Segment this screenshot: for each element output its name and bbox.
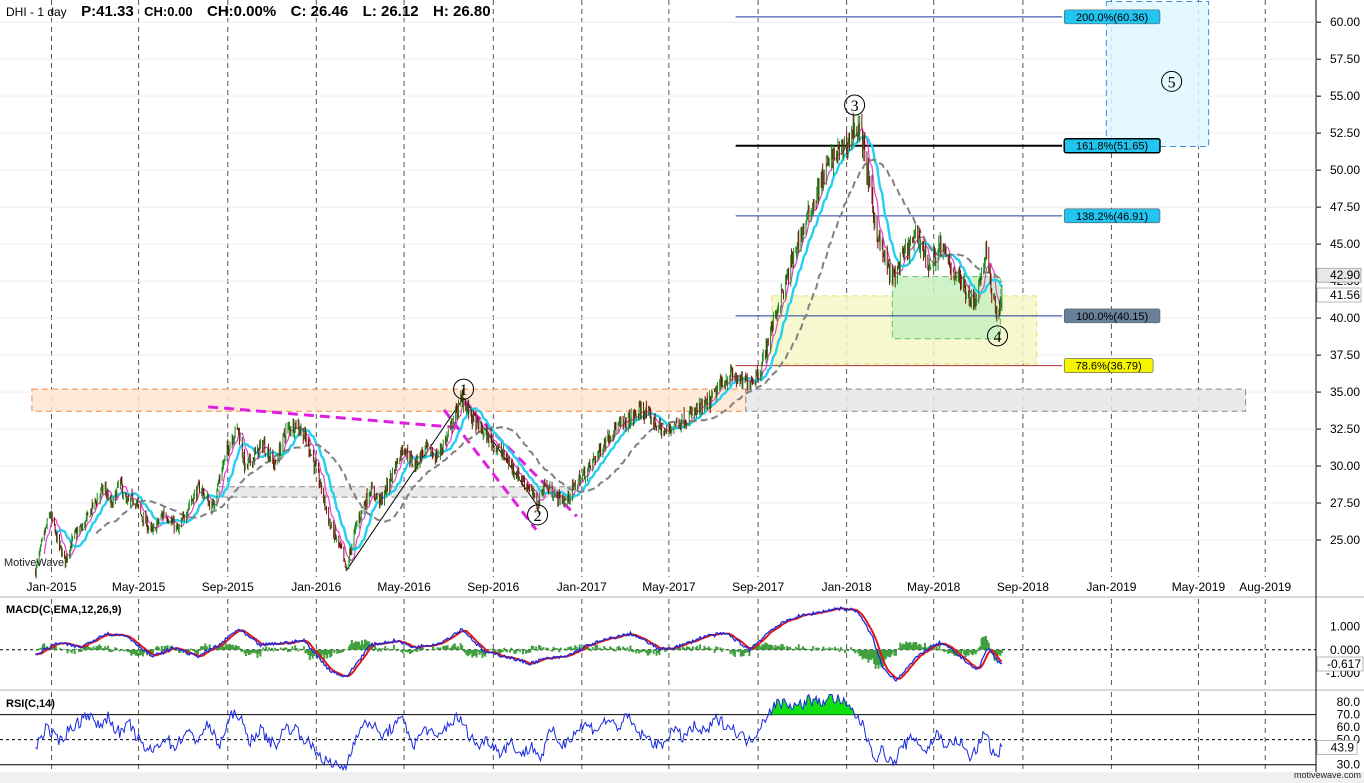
- wave-label-circle: [1161, 70, 1183, 92]
- price-tick-label: 32.50: [1330, 422, 1360, 436]
- wave-labels: 1 2 3 4 5: [453, 70, 1183, 526]
- macd-tick-label: 1.000: [1330, 620, 1360, 634]
- price-tick-label: 50.00: [1330, 163, 1360, 177]
- high-value: H: 26.80: [433, 3, 491, 20]
- macd-plot: [0, 606, 1316, 683]
- zone-support-extension: [745, 388, 1247, 412]
- price-value: P:41.33: [81, 3, 134, 20]
- change-pct-value: CH:0.00%: [207, 3, 277, 20]
- price-tick-label: 25.00: [1330, 533, 1360, 547]
- date-tick-label: Jan-2018: [822, 580, 872, 594]
- wave-label: 3: [851, 98, 859, 115]
- zone-wave4-box: [891, 276, 1001, 340]
- wave-label: 5: [1168, 74, 1176, 91]
- fibonacci-levels: 200.0%(60.36) 161.8%(51.65) 138.2%(46.91) 1…: [735, 9, 1161, 373]
- price-tick-label: 40.00: [1330, 311, 1360, 325]
- price-tag: 41.56: [1330, 288, 1360, 302]
- motivewave-watermark: MotiveWave: [4, 557, 65, 569]
- fib-label-box: [1063, 9, 1161, 25]
- date-axis-strip: [0, 577, 1316, 597]
- date-tick-label: Sep-2015: [202, 580, 254, 594]
- price-tick-label: 60.00: [1330, 15, 1360, 29]
- rsi-tick-label: 30.0: [1337, 758, 1361, 772]
- zone-wave5-target: [1105, 0, 1210, 147]
- price-tick-label: 35.00: [1330, 385, 1360, 399]
- wave-label-circle: [987, 325, 1009, 347]
- rsi-value-tag-box: [1316, 739, 1358, 755]
- macd-tick-label: 0.000: [1330, 643, 1360, 657]
- price-tick-label: 30.00: [1330, 459, 1360, 473]
- fib-label: 78.6%(36.79): [1076, 361, 1142, 373]
- wave-label-circle: [844, 94, 866, 116]
- date-tick-label: May-2016: [377, 580, 431, 594]
- trend-line: [345, 397, 464, 572]
- rsi-plot: [0, 693, 1316, 772]
- price-tag-box: [1316, 287, 1362, 303]
- pane-divider: [0, 596, 1364, 598]
- motivewave-url: motivewave.com: [1294, 770, 1362, 780]
- price-tick-label: 27.50: [1330, 496, 1360, 510]
- wave-label-circle: [453, 378, 475, 400]
- axes: Jan-2015 May-2015 Sep-2015 Jan-2016 May-2016…: [26, 15, 1364, 772]
- rsi-tick-label: 80.0: [1337, 695, 1361, 709]
- fib-label-box: [1063, 137, 1161, 154]
- fib-label-box: [1063, 358, 1154, 373]
- wave-label-circle: [527, 504, 549, 526]
- price-tick-label: 37.50: [1330, 348, 1360, 362]
- pane-divider: [0, 689, 1364, 691]
- price-bars: [35, 112, 1003, 579]
- wave-label: 2: [534, 508, 542, 525]
- price-tick-label: 57.50: [1330, 52, 1360, 66]
- rsi-tick-label: 60.0: [1337, 720, 1361, 734]
- macd-value-tag-box: [1316, 656, 1364, 672]
- annotation-zones: [31, 0, 1247, 498]
- date-tick-label: Jan-2017: [557, 580, 607, 594]
- price-tag: 42.90: [1330, 268, 1360, 282]
- date-tick-label: Jan-2015: [26, 580, 76, 594]
- date-tick-label: Sep-2018: [997, 580, 1049, 594]
- symbol-label: DHI - 1 day: [6, 5, 67, 19]
- low-value: L: 26.12: [362, 3, 419, 20]
- fib-label: 200.0%(60.36): [1076, 12, 1148, 24]
- date-tick-label: Sep-2017: [732, 580, 784, 594]
- price-tag-box: [1316, 267, 1362, 283]
- date-tick-label: May-2018: [907, 580, 961, 594]
- change-value: CH:0.00: [144, 4, 193, 19]
- date-tick-label: Jan-2019: [1086, 580, 1136, 594]
- close-value: C: 26.46: [290, 3, 349, 20]
- macd-value-tag: -0.617: [1327, 657, 1361, 671]
- wave-label: 1: [460, 382, 468, 399]
- rsi-panel-label: RSI(C,14): [6, 698, 55, 710]
- fib-label: 161.8%(51.65): [1076, 141, 1148, 153]
- fib-label: 138.2%(46.91): [1076, 211, 1148, 223]
- macd-line: [35, 606, 1002, 683]
- date-tick-label: Jan-2016: [291, 580, 341, 594]
- price-tick-label: 52.50: [1330, 126, 1360, 140]
- macd-panel-label: MACD(C,EMA,12,26,9): [6, 604, 122, 616]
- chart-header: DHI - 1 day P:41.33 CH:0.00 CH:0.00% C: …: [6, 3, 491, 21]
- fib-label-box: [1063, 208, 1161, 224]
- date-tick-label: May-2019: [1172, 580, 1226, 594]
- date-tick-label: Sep-2016: [467, 580, 519, 594]
- date-tick-label: May-2015: [112, 580, 166, 594]
- price-tick-label: 55.00: [1330, 89, 1360, 103]
- rsi-tick-label: 70.0: [1337, 708, 1361, 722]
- footer-strip: [0, 772, 1364, 783]
- fib-label: 100.0%(40.15): [1076, 311, 1148, 323]
- rsi-value-tag: 43.9: [1331, 740, 1355, 754]
- fib-label-box: [1063, 308, 1161, 324]
- wave-label: 4: [994, 329, 1002, 346]
- rsi-line: [35, 693, 1003, 772]
- price-tick-label: 47.50: [1330, 200, 1360, 214]
- date-tick-label: Aug-2019: [1239, 580, 1291, 594]
- trend-line: [208, 405, 459, 430]
- date-tick-label: May-2017: [642, 580, 696, 594]
- price-tick-label: 45.00: [1330, 237, 1360, 251]
